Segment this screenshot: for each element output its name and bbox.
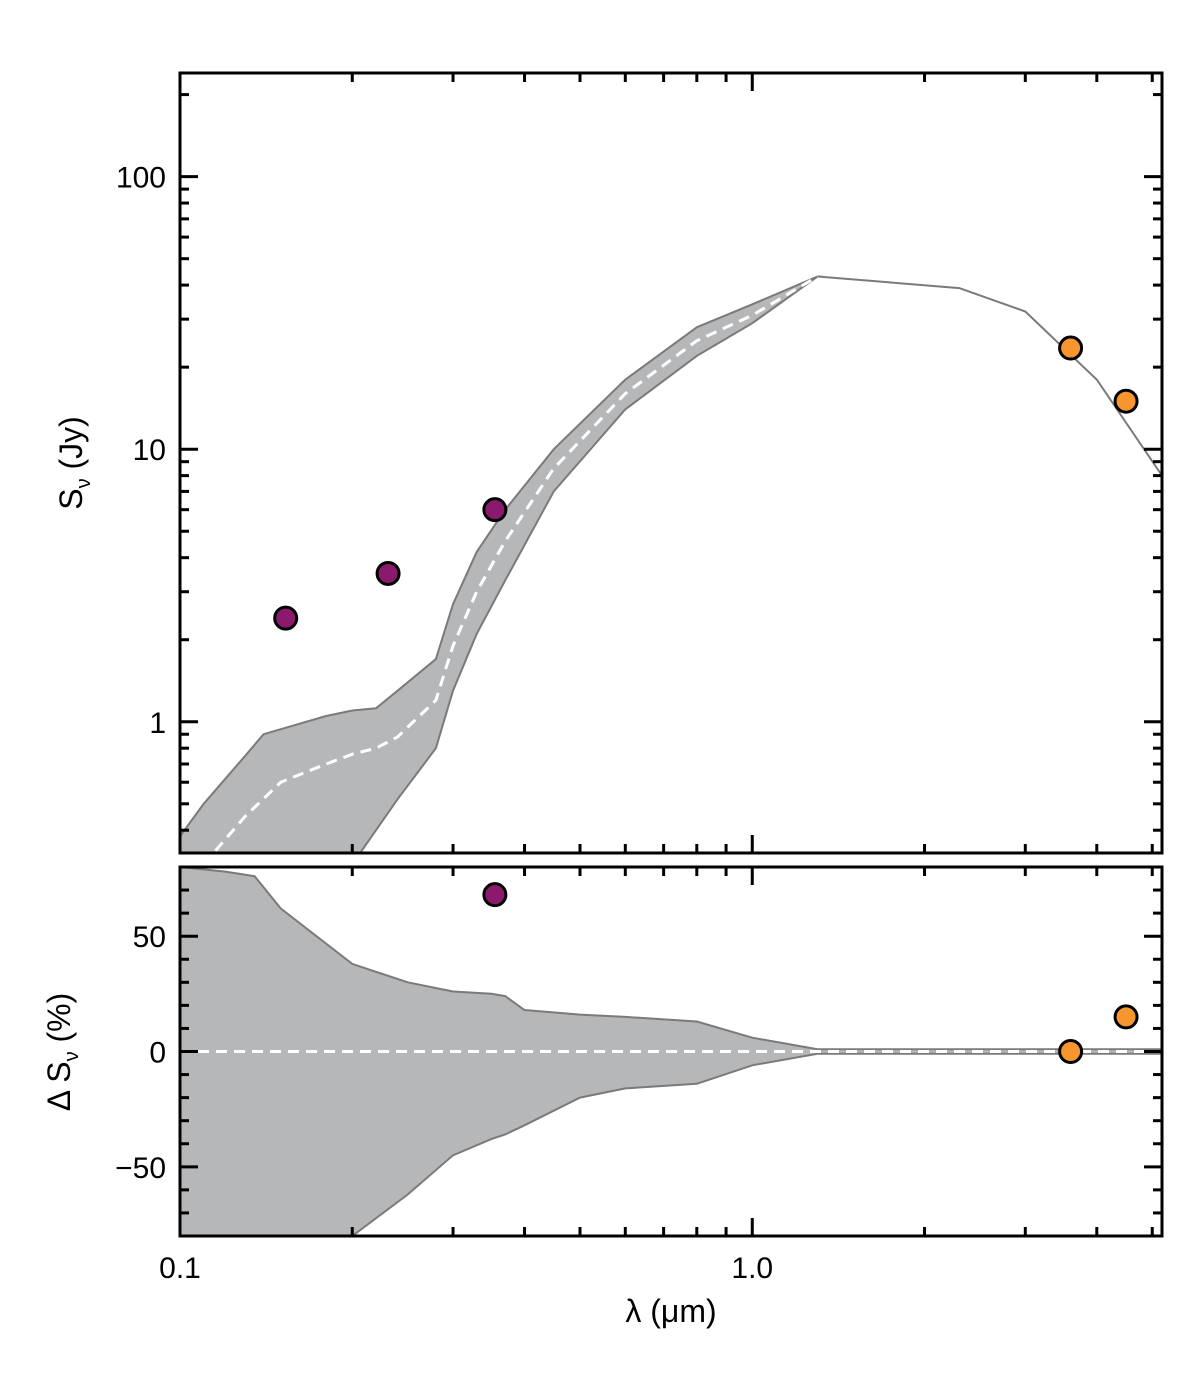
ir-data-point: [1113, 1004, 1139, 1030]
sed-y-tick-label: 10: [133, 434, 166, 467]
residual-y-axis-title: Δ Sν (%): [41, 993, 83, 1112]
x-tick-labels: 0.1 1.0: [159, 1252, 773, 1285]
x-tick-label: 0.1: [159, 1252, 201, 1285]
residual-y-axis-title-sub: ν: [61, 1051, 83, 1061]
sed-ticks: [178, 73, 1162, 853]
ir-data-point: [1058, 335, 1084, 361]
uv-data-point: [273, 605, 299, 631]
residual-y-tick-label: −50: [115, 1152, 166, 1185]
sed-plot-area: [180, 275, 1162, 853]
residual-y-tick-label: 50: [133, 921, 166, 954]
sed-panel: 1 10 100 Sν (Jy): [53, 71, 1164, 855]
uv-data-point: [482, 497, 508, 523]
x-axis-title: λ (μm): [625, 1293, 716, 1329]
residual-ticks: [178, 867, 1162, 1236]
uv-data-point: [375, 560, 401, 586]
sed-y-tick-label: 100: [116, 162, 166, 195]
ir-data-point: [1058, 1039, 1084, 1064]
ir-data-point: [1113, 388, 1139, 414]
residual-y-axis-title-unit: (%): [41, 993, 77, 1052]
uv-data-point: [482, 882, 508, 908]
x-tick-label: 1.0: [731, 1252, 773, 1285]
uncertainty-band-0: [180, 275, 1162, 853]
sed-y-axis-title: Sν (Jy): [53, 416, 95, 510]
residual-y-tick-label: 0: [149, 1037, 166, 1070]
residual-y-axis-title-main: Δ S: [41, 1061, 77, 1111]
sed-y-tick-labels: 1 10 100: [116, 162, 166, 740]
sed-y-axis-title-sub: ν: [73, 478, 95, 488]
sed-y-axis-title-main: S: [53, 488, 89, 509]
sed-y-tick-label: 1: [149, 707, 166, 740]
residual-plot-area: [180, 867, 1162, 1236]
residual-panel: −50 0 50 0.1 1.0 Δ Sν (%) λ (μm): [41, 865, 1164, 1329]
residual-y-tick-labels: −50 0 50: [115, 921, 166, 1185]
sed-y-axis-title-unit: (Jy): [53, 416, 89, 478]
